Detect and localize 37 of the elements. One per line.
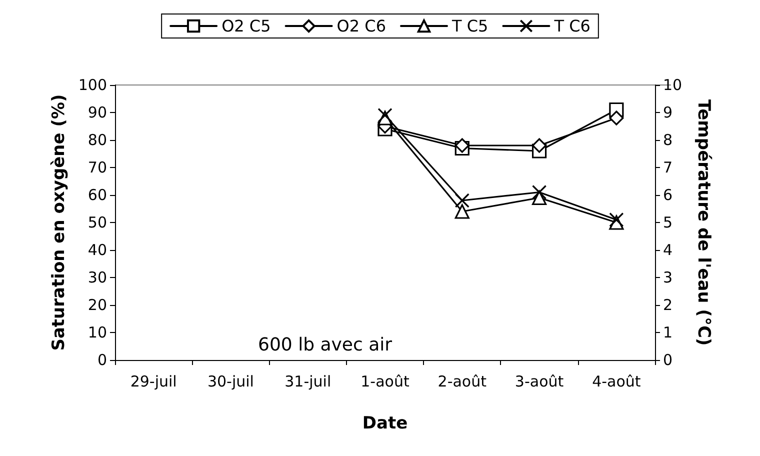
y-tick-label: 50 — [88, 214, 107, 232]
x-tick-label: 2-août — [438, 372, 487, 390]
legend-label: T C5 — [451, 16, 488, 36]
y-tick-label: 100 — [78, 76, 107, 94]
y-tick-label: 0 — [97, 351, 107, 369]
x-tick-label: 29-juil — [130, 372, 177, 390]
y-tick-label: 90 — [88, 104, 107, 122]
y2-tick-label: 10 — [663, 76, 682, 94]
y-tick-label: 10 — [88, 324, 107, 342]
x-tick-label: 1-août — [360, 372, 410, 390]
y-axis-title: Saturation en oxygène (%) — [48, 94, 69, 351]
annotation: 600 lb avec air — [258, 334, 393, 356]
x-tick-label: 31-juil — [284, 372, 332, 390]
y2-axis-title: Température de l'eau (°C) — [694, 99, 714, 346]
y2-tick-label: 3 — [663, 268, 673, 286]
legend-label: T C6 — [553, 16, 590, 36]
y2-tick-label: 8 — [663, 131, 673, 149]
legend-label: O2 C5 — [222, 16, 271, 36]
y-tick-label: 60 — [88, 186, 107, 204]
y2-tick-label: 6 — [663, 186, 673, 204]
y2-tick-label: 7 — [663, 158, 673, 176]
x-tick-label: 4-août — [592, 372, 641, 390]
y2-tick-label: 9 — [663, 104, 673, 122]
y-tick-label: 80 — [88, 131, 107, 149]
x-axis-title: Date — [362, 414, 408, 434]
y-tick-label: 20 — [88, 296, 107, 314]
y2-tick-label: 5 — [663, 214, 673, 232]
y2-tick-label: 1 — [663, 324, 673, 342]
x-tick-label: 30-juil — [207, 372, 254, 390]
legend-label: O2 C6 — [336, 16, 386, 36]
y2-tick-label: 0 — [663, 351, 673, 369]
x-tick-label: 3-août — [514, 372, 564, 390]
y2-tick-label: 2 — [663, 296, 673, 314]
y2-tick-label: 4 — [663, 241, 673, 259]
y-tick-label: 30 — [88, 268, 107, 286]
y-tick-label: 40 — [88, 241, 107, 259]
y-tick-label: 70 — [88, 158, 107, 176]
